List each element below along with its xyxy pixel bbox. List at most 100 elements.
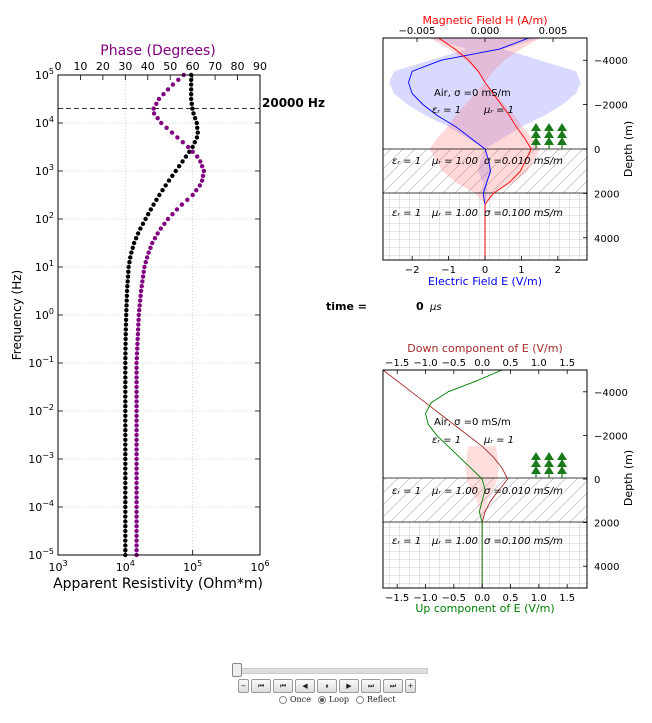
resistivity-point	[123, 404, 128, 409]
radio-once[interactable]: Once	[279, 695, 311, 704]
top-tick-label: 0.005	[539, 26, 568, 37]
phase-point	[134, 389, 139, 394]
phase-point	[139, 284, 144, 289]
phase-point	[141, 269, 146, 274]
resistivity-point	[133, 236, 139, 241]
phase-tick-label: 40	[141, 60, 155, 73]
last-frame-button[interactable]: ⏭	[383, 679, 403, 693]
resistivity-point	[123, 399, 128, 404]
resistivity-point	[126, 269, 131, 274]
resistivity-tick-label: 104	[116, 559, 135, 574]
radio-reflect[interactable]: Reflect	[356, 695, 396, 704]
phase-point	[134, 485, 139, 490]
resistivity-point	[125, 284, 130, 289]
field-depth-chart: −2 −1 0 1 2 −0.005 0.000 0.005 −4000 −2000 0 2000 40…	[382, 14, 635, 288]
play-reverse-button[interactable]: ◀	[295, 679, 315, 693]
resistivity-tick-label: 105	[183, 559, 202, 574]
phase-point	[151, 106, 156, 111]
phase-point	[198, 159, 203, 164]
trees-icon-bottom	[531, 452, 567, 478]
first-frame-button[interactable]: ⏮	[251, 679, 271, 693]
resistivity-point	[123, 442, 128, 447]
resistivity-point	[138, 226, 143, 231]
resistivity-point	[123, 524, 128, 529]
phase-point	[134, 408, 139, 414]
phase-point	[151, 111, 157, 116]
playback-buttons: − ⏮ ⏮ ◀ ⏸ ▶ ⏭ ⏭ +	[238, 679, 416, 693]
resistivity-point	[151, 202, 156, 207]
radio-loop[interactable]: Loop	[317, 695, 349, 704]
depth-tick-label: 4000	[594, 562, 619, 573]
play-button[interactable]: ▶	[339, 679, 359, 693]
resistivity-point	[123, 341, 128, 346]
depth-tick-label: 0	[594, 145, 600, 156]
resistivity-point	[146, 212, 151, 217]
phase-point	[175, 135, 180, 140]
resistivity-point	[123, 428, 128, 433]
phase-point	[143, 260, 148, 265]
resistivity-point	[191, 111, 196, 116]
phase-point	[134, 432, 139, 438]
phase-point	[165, 87, 171, 92]
resistivity-point	[157, 192, 162, 198]
magnetic-field-title: Magnetic Field H (A/m)	[422, 14, 547, 27]
phase-point	[138, 288, 144, 294]
resistivity-point	[192, 140, 197, 145]
phase-point	[146, 250, 151, 255]
resistivity-point	[123, 394, 128, 399]
resistivity-point	[148, 207, 154, 212]
phase-point	[199, 178, 205, 183]
phase-point	[134, 543, 139, 548]
resistivity-point	[123, 437, 128, 442]
previous-frame-button[interactable]: ⏮	[273, 679, 293, 693]
phase-point	[134, 480, 139, 486]
resistivity-point	[194, 120, 199, 126]
frame-slider-thumb[interactable]	[232, 663, 242, 677]
phase-tick-label: 30	[118, 60, 132, 73]
phase-point	[165, 216, 171, 222]
loop-mode-radios: Once Loop Reflect	[279, 695, 396, 704]
layer2-sigma: σ =0.100 mS/m	[484, 208, 563, 219]
frequency-tick-label: 103	[35, 163, 54, 178]
resistivity-point	[123, 418, 128, 423]
resistivity-point	[166, 178, 172, 183]
resistivity-point	[123, 322, 129, 327]
next-frame-button[interactable]: ⏭	[361, 679, 381, 693]
time-label: time =	[326, 300, 367, 313]
pause-button[interactable]: ⏸	[317, 679, 337, 693]
phase-point	[134, 466, 139, 471]
phase-point	[162, 221, 167, 226]
layer1-eps: εᵣ = 1	[392, 156, 421, 167]
resistivity-point	[123, 332, 128, 337]
phase-point	[134, 437, 139, 442]
phase-point	[176, 77, 181, 83]
layer2-eps: εᵣ = 1	[392, 208, 421, 219]
slower-button[interactable]: −	[238, 679, 249, 693]
layer2-eps-bottom: εᵣ = 1	[392, 536, 421, 547]
frequency-tick-label: 101	[35, 259, 54, 274]
depth-axis-title-bottom: Depth (m)	[622, 450, 635, 506]
phase-point	[134, 351, 140, 356]
phase-point	[134, 394, 139, 399]
resistivity-point	[123, 480, 128, 486]
resistivity-point	[160, 188, 165, 193]
resistivity-point	[123, 456, 128, 462]
phase-point	[134, 452, 139, 457]
resistivity-point	[123, 432, 128, 438]
phase-point	[134, 504, 139, 510]
resistivity-point	[123, 312, 129, 318]
phase-point	[170, 212, 175, 217]
phase-point	[134, 375, 139, 380]
resistivity-point	[123, 476, 128, 481]
depth-tick-label: 0	[594, 475, 600, 486]
resistivity-point	[183, 154, 189, 159]
frame-slider-track[interactable]	[236, 668, 428, 674]
resistivity-point	[180, 159, 185, 164]
phase-tick-label: 50	[163, 60, 177, 73]
phase-point	[155, 231, 160, 236]
faster-button[interactable]: +	[405, 679, 416, 693]
resistivity-point	[188, 82, 194, 87]
resistivity-point	[188, 87, 194, 92]
phase-point	[201, 168, 207, 174]
phase-point	[134, 356, 139, 361]
